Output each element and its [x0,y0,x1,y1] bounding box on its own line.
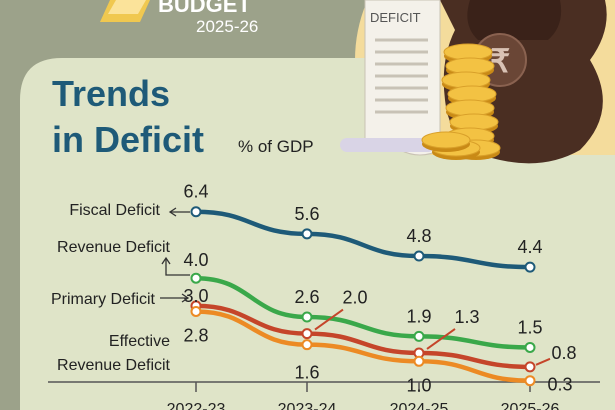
label-leader-line [535,357,551,366]
data-label: 1.5 [517,317,542,337]
header-logo [100,0,150,22]
label-arrowhead [168,207,177,217]
series-line [193,275,533,350]
series-name-label: Primary Deficit [51,291,156,308]
header-title: BUDGET [158,0,251,17]
data-label: 4.0 [183,250,208,270]
chart-title-line-1: Trends [52,73,170,114]
data-point [524,341,536,353]
data-label: 6.4 [183,182,208,202]
line-chart: 2022-23 2023-24 2024-25 2025-26 6.4 5.6 4.8 4.4… [48,182,600,410]
data-point [524,261,536,273]
series-revenue-deficit: 4.0 2.6 1.9 1.5 [183,250,543,353]
data-point [301,228,313,240]
data-point [190,305,202,317]
series-line [193,209,533,270]
data-point [413,250,425,262]
data-label: 0.3 [547,375,572,395]
series-name-label: Fiscal Deficit [69,202,160,219]
data-label: 4.4 [517,237,542,257]
series-name-label: Revenue Deficit [57,239,171,256]
series-fiscal-deficit: 6.4 5.6 4.8 4.4 [183,182,543,273]
series-name-label: Effective [109,333,170,350]
data-label: 2.0 [342,288,367,308]
label-arrow [165,258,190,276]
document-label: DEFICIT [370,10,421,25]
data-point [413,355,425,367]
data-point [301,328,313,340]
label-arrowhead [181,293,190,303]
series-line [193,309,533,383]
x-tick-label: 2025-26 [501,401,560,410]
data-label: 5.6 [294,204,319,224]
data-label: 1.6 [294,363,319,383]
label-leader-line [426,328,456,350]
data-point [190,206,202,218]
x-tick-label: 2024-25 [390,401,449,410]
series-line [193,303,533,370]
header-year: 2025-26 [196,17,258,36]
data-point [524,361,536,373]
data-point [301,339,313,351]
series-effective-revenue-deficit: 2.8 1.6 1.0 0.3 [183,305,573,395]
x-tick-label: 2023-24 [278,401,337,410]
data-point [190,272,202,284]
series-primary-deficit: 3.0 2.0 1.3 0.8 [183,286,577,373]
label-leader-line [314,308,344,331]
data-label: 3.0 [183,286,208,306]
chart-unit: % of GDP [238,137,314,156]
data-point [413,330,425,342]
data-label: 2.6 [294,287,319,307]
rupee-symbol: ₹ [490,43,510,79]
series-name-label: Revenue Deficit [57,357,171,374]
data-label: 0.8 [551,343,576,363]
data-label: 1.9 [406,306,431,326]
data-label: 2.8 [183,325,208,345]
data-point [524,375,536,387]
data-label: 1.3 [454,307,479,327]
coin-stack-icon [421,43,501,160]
data-label: 1.0 [406,375,431,395]
data-label: 4.8 [406,226,431,246]
data-point [301,311,313,323]
x-tick-label: 2022-23 [167,401,226,410]
chart-title-line-2: in Deficit [52,119,204,160]
label-arrowhead [161,256,171,265]
document-icon: DEFICIT [340,0,441,156]
